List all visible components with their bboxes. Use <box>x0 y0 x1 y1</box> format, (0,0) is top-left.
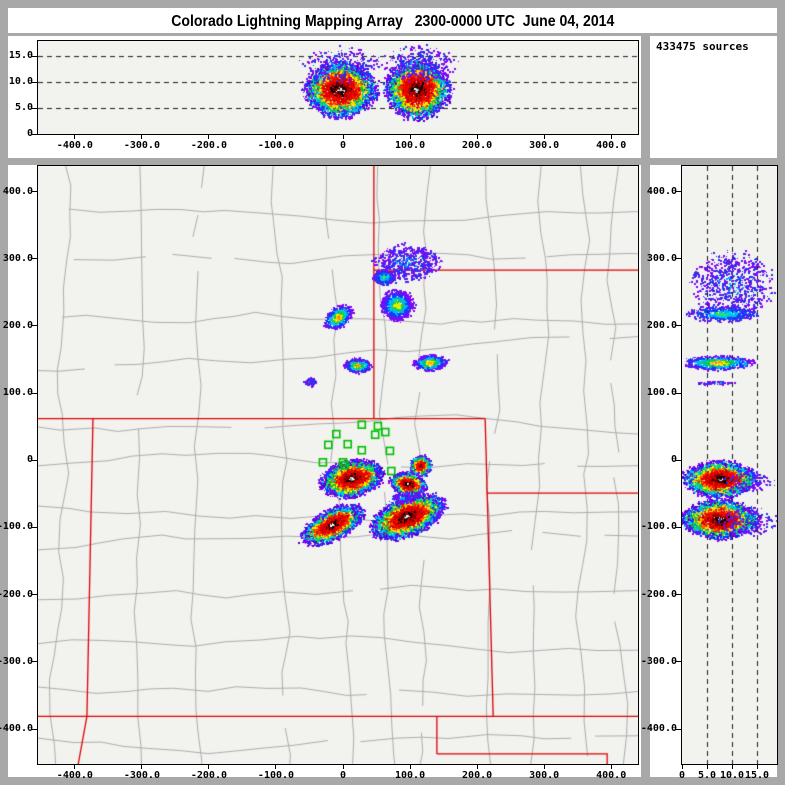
tick-label: -300.0 <box>123 770 160 781</box>
tick-label: -300.0 <box>640 655 677 667</box>
tick-label: 10.0 <box>8 76 33 88</box>
tick-label: 300.0 <box>529 770 560 781</box>
tick-label: 300.0 <box>529 140 560 151</box>
altitude-vs-northsouth-plot[interactable] <box>681 165 778 765</box>
tick-mark <box>610 765 612 769</box>
tick-label: 200.0 <box>462 140 493 151</box>
tick-label: 200.0 <box>2 319 33 331</box>
tick-label: -300.0 <box>0 655 33 667</box>
tick-label: 0 <box>678 770 686 781</box>
tick-mark <box>32 594 37 596</box>
tick-mark <box>676 728 681 730</box>
tick-label: 15.0 <box>8 50 33 62</box>
tick-label: -400.0 <box>0 723 33 735</box>
tick-mark <box>676 594 681 596</box>
tick-mark <box>342 765 344 769</box>
tick-mark <box>342 135 344 139</box>
tick-mark <box>409 135 411 139</box>
tick-mark <box>275 135 277 139</box>
tick-label: -300.0 <box>123 140 160 151</box>
tick-label: -400.0 <box>56 770 93 781</box>
tick-mark <box>74 765 76 769</box>
tick-label: -400.0 <box>640 723 677 735</box>
tick-mark <box>706 765 708 769</box>
tick-label: -100.0 <box>640 521 677 533</box>
tick-mark <box>543 135 545 139</box>
tick-mark <box>275 765 277 769</box>
tick-mark <box>676 459 681 461</box>
tick-mark <box>610 135 612 139</box>
tick-mark <box>731 765 733 769</box>
tick-label: 100.0 <box>2 387 33 399</box>
tick-mark <box>409 765 411 769</box>
tick-label: 0 <box>26 128 33 139</box>
tick-mark <box>32 191 37 193</box>
tick-label: -100.0 <box>257 140 295 151</box>
tick-label: 400.0 <box>2 185 33 197</box>
tick-mark <box>32 728 37 730</box>
tick-mark <box>756 765 758 769</box>
sources-box: 433475 sources <box>650 36 777 158</box>
tick-mark <box>32 55 37 57</box>
tick-mark <box>681 765 683 769</box>
tick-mark <box>32 459 37 461</box>
tick-mark <box>74 135 76 139</box>
tick-mark <box>32 661 37 663</box>
tick-label: -200.0 <box>190 770 227 781</box>
tick-label: 400.0 <box>596 770 627 781</box>
tick-mark <box>208 765 210 769</box>
tick-mark <box>32 392 37 394</box>
tick-mark <box>32 325 37 327</box>
tick-mark <box>32 258 37 260</box>
plan-view-map-plot[interactable] <box>37 165 639 765</box>
tick-mark <box>32 526 37 528</box>
tick-mark <box>676 325 681 327</box>
tick-label: 200.0 <box>462 770 493 781</box>
tick-mark <box>676 392 681 394</box>
tick-label: 200.0 <box>646 319 677 331</box>
tick-mark <box>208 135 210 139</box>
tick-mark <box>476 135 478 139</box>
tick-label: -100.0 <box>257 770 295 781</box>
tick-label: 100.0 <box>646 387 677 399</box>
tick-mark <box>141 765 143 769</box>
tick-label: 0 <box>340 770 347 781</box>
altitude-vs-eastwest-plot[interactable] <box>37 40 639 135</box>
tick-label: 15.0 <box>744 770 770 781</box>
tick-label: 0 <box>670 454 677 466</box>
tick-label: 400.0 <box>596 140 627 151</box>
tick-mark <box>676 526 681 528</box>
tick-label: 300.0 <box>2 252 33 264</box>
tick-label: -400.0 <box>56 140 93 151</box>
tick-mark <box>676 661 681 663</box>
tick-label: -200.0 <box>190 140 227 151</box>
window-title-bar: Colorado Lightning Mapping Array 2300-00… <box>8 8 777 33</box>
tick-label: 5.0 <box>14 102 33 114</box>
tick-mark <box>476 765 478 769</box>
tick-mark <box>543 765 545 769</box>
tick-mark <box>676 258 681 260</box>
tick-label: -200.0 <box>0 588 33 600</box>
window-title: Colorado Lightning Mapping Array 2300-00… <box>170 13 615 30</box>
tick-label: 10.0 <box>719 770 745 781</box>
tick-mark <box>141 135 143 139</box>
tick-label: 100.0 <box>395 140 426 151</box>
tick-label: 5.0 <box>697 770 717 781</box>
tick-label: 300.0 <box>646 252 677 264</box>
tick-mark <box>676 191 681 193</box>
tick-label: -200.0 <box>640 588 677 600</box>
tick-mark <box>32 133 37 135</box>
tick-label: 0 <box>340 140 347 151</box>
tick-label: 0 <box>26 454 33 466</box>
tick-mark <box>32 107 37 109</box>
tick-label: 100.0 <box>395 770 426 781</box>
sources-count-label: 433475 sources <box>656 40 749 53</box>
tick-mark <box>32 81 37 83</box>
tick-label: 400.0 <box>646 185 677 197</box>
tick-label: -100.0 <box>0 521 33 533</box>
